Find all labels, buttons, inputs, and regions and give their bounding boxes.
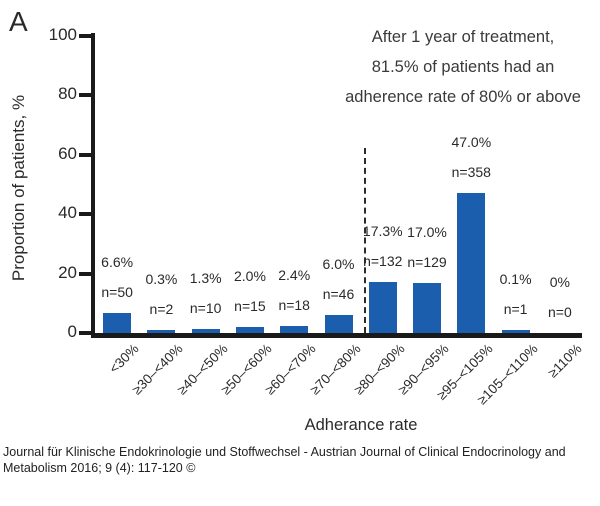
x-tick-label: ≥110% (544, 341, 585, 381)
bar-count-label: n=129 (407, 253, 447, 270)
bar-count-label: n=358 (451, 164, 491, 181)
bar-label-group: 17.0% n=129 (382, 217, 472, 277)
bar-percent-label: 2.4% (278, 266, 311, 283)
x-axis-line (91, 333, 582, 338)
y-tick-label: 20 (58, 262, 77, 282)
bar-percent-label: 1.3% (189, 270, 222, 287)
bar (191, 329, 220, 333)
bar-percent-label: 17.0% (407, 223, 447, 240)
bar-label-group: 6.0% n=46 (294, 249, 384, 309)
bar-percent-label: 6.6% (101, 254, 134, 271)
dashed-separator-line (363, 148, 366, 333)
bar-percent-label: 0.3% (145, 271, 178, 287)
y-tick-label: 40 (58, 203, 77, 223)
bar-label-group: 6.6% n=50 (72, 247, 162, 307)
y-tick-label: 0 (67, 322, 77, 341)
bar-label-group: 17.3% n=132 (338, 216, 428, 276)
y-tick-label: 60 (58, 143, 77, 163)
x-tick-label: ≥50–<60% (218, 341, 275, 398)
panel-label: A (9, 6, 28, 37)
bar (413, 282, 442, 333)
bar-percent-label: 6.0% (322, 256, 355, 273)
annotation-line: After 1 year of treatment, (371, 28, 555, 46)
x-tick-label: ≥60–<70% (262, 341, 319, 398)
bar (103, 313, 132, 333)
bar-count-label: n=1 (503, 301, 528, 317)
x-tick-label: <30% (106, 341, 142, 377)
bar-count-label: n=50 (101, 284, 133, 301)
y-tick (79, 34, 91, 38)
bar (235, 327, 264, 333)
bar-count-label: n=46 (322, 286, 355, 303)
y-tick (79, 331, 91, 335)
bar-percent-label: 2.0% (233, 268, 266, 285)
bar-percent-label: 0% (549, 274, 570, 290)
bar-count-label: n=0 (547, 304, 572, 320)
y-tick (79, 152, 91, 157)
bar (324, 315, 353, 333)
x-tick-label: ≥30–<40% (129, 341, 187, 398)
bar-count-label: n=132 (363, 252, 403, 269)
bar-count-label: n=18 (278, 296, 310, 313)
bar (280, 325, 309, 333)
bar-percent-label: 0.1% (499, 271, 532, 287)
annotation-line: 81.5% of patients had an (371, 58, 555, 76)
y-tick (79, 212, 91, 217)
annotation: After 1 year of treatment, 81.5% of pati… (338, 22, 588, 112)
annotation-line: adherence rate of 80% or above (345, 88, 581, 106)
bar (147, 330, 176, 333)
bar-percent-label: 47.0% (451, 134, 492, 151)
y-tick (79, 271, 91, 276)
x-axis-title: Adherance rate (304, 416, 418, 434)
bar-count-label: n=10 (189, 300, 222, 317)
bar (368, 281, 397, 333)
bar-label-group: 47.0% n=358 (426, 127, 516, 187)
y-tick (79, 93, 91, 98)
x-tick-label: ≥40–<50% (173, 341, 231, 398)
bar-count-label: n=15 (234, 298, 266, 315)
bar (501, 330, 530, 333)
bar-label-group: 2.4% n=18 (249, 260, 339, 320)
plot-area: 0 20 40 60 80 100 6.6% n=50 <30% 0.3% n=2 ≥30–<40% 1… (49, 25, 585, 407)
bar-label-group: 0.3% n=2 (116, 264, 206, 324)
bar-count-label: n=2 (149, 301, 174, 317)
y-axis-title: Proportion of patients, % (9, 94, 28, 282)
footer-citation: Journal für Klinische Endokrinologie und… (3, 445, 566, 475)
bar-label-group: 0.1% n=1 (471, 264, 561, 324)
y-axis-line (91, 33, 95, 338)
bar-label-group: 1.3% n=10 (161, 263, 251, 323)
bar (457, 193, 486, 333)
y-tick-label: 100 (48, 25, 77, 44)
bar-label-group: 2.0% n=15 (205, 261, 295, 321)
bar-percent-label: 17.3% (362, 222, 403, 239)
y-tick-label: 80 (58, 84, 77, 104)
bar-label-group: 0% n=0 (515, 267, 600, 327)
